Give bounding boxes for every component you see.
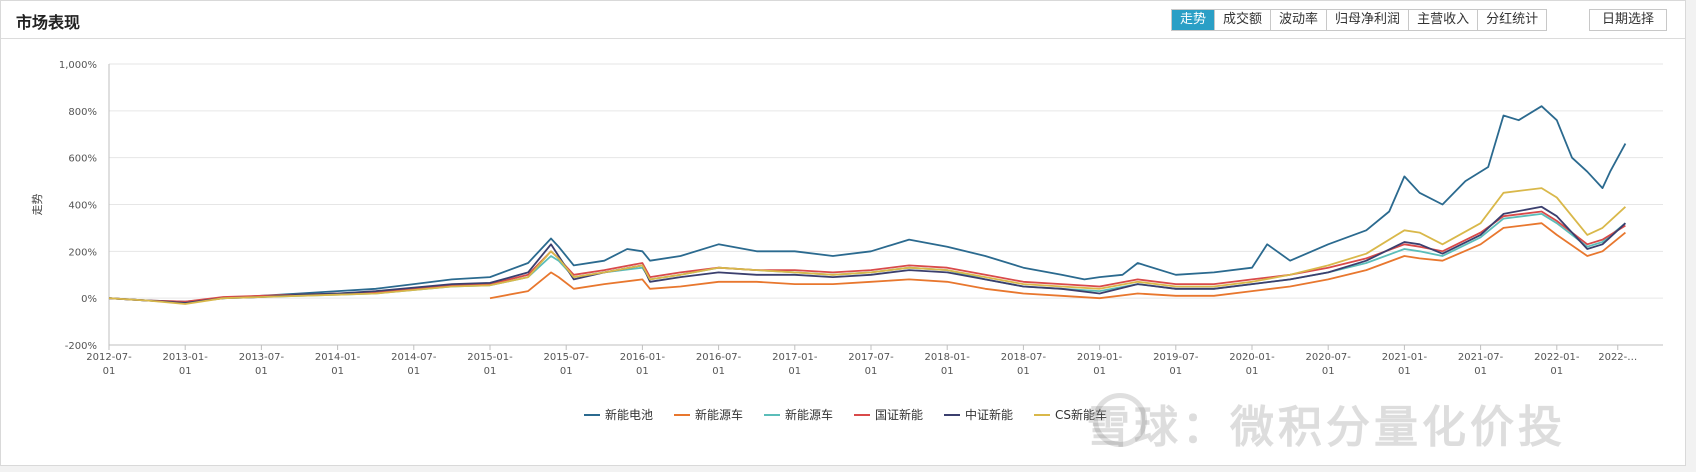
x-tick-label: 2021-07- xyxy=(1458,352,1504,363)
x-tick-label: 2021-01- xyxy=(1382,352,1428,363)
trend-chart: -200% 0% 200% 400% 600% 800% 1,000% 走势 2012-07- 0… xyxy=(31,60,1663,422)
panel-header: 市场表现 走势 成交额 波动率 归母净利润 主营收入 分红统计 日期选择 xyxy=(1,1,1685,39)
x-tick-label-line2: 01 xyxy=(1322,366,1335,377)
x-tick-label-line2: 01 xyxy=(1017,366,1030,377)
x-tick-label-line2: 01 xyxy=(484,366,497,377)
y-tick-label: 0% xyxy=(81,294,97,305)
tab-dividend[interactable]: 分红统计 xyxy=(1477,10,1547,30)
x-tick-label: 2013-01- xyxy=(163,352,209,363)
x-tick-label: 2014-01- xyxy=(315,352,361,363)
legend-label-1: 新能源车 xyxy=(695,407,743,422)
x-tick-label: 2012-07- xyxy=(86,352,132,363)
y-axis-label: 走势 xyxy=(31,194,44,216)
x-tick-label: 2017-01- xyxy=(772,352,818,363)
x-tick-label-line2: 01 xyxy=(636,366,649,377)
series-line-1 xyxy=(489,222,1626,300)
x-tick-label: 2016-07- xyxy=(696,352,742,363)
x-tick-label-line2: 01 xyxy=(1398,366,1411,377)
metric-tabs: 走势 成交额 波动率 归母净利润 主营收入 分红统计 xyxy=(1171,9,1548,31)
x-tick-label-line2: 01 xyxy=(560,366,573,377)
x-tick-label-line2: 01 xyxy=(331,366,344,377)
series-line-0 xyxy=(108,105,1627,303)
legend-label-4: 中证新能 xyxy=(965,407,1013,422)
watermark: 雪球：微积分量化价投 xyxy=(1086,402,1566,453)
x-tick-label: 2020-07- xyxy=(1306,352,1352,363)
x-tick-label-line2: 01 xyxy=(941,366,954,377)
series-line-3 xyxy=(108,210,1626,303)
x-tick-label-line2: 01 xyxy=(1246,366,1259,377)
watermark-logo-icon xyxy=(1093,393,1147,447)
y-tick-label: -200% xyxy=(65,341,97,352)
series-line-4 xyxy=(108,205,1627,304)
legend-label-3: 国证新能 xyxy=(875,407,923,422)
tab-revenue[interactable]: 主营收入 xyxy=(1408,10,1478,30)
x-tick-label-line2: 01 xyxy=(788,366,801,377)
x-tick-label: 2016-01- xyxy=(620,352,666,363)
date-select-button[interactable]: 日期选择 xyxy=(1589,9,1668,31)
tab-volatility[interactable]: 波动率 xyxy=(1270,10,1327,30)
x-tick-label: 2022-01- xyxy=(1534,352,1580,363)
legend-label-2: 新能源车 xyxy=(785,407,833,422)
panel-title: 市场表现 xyxy=(16,13,81,32)
x-tick-label: 2018-01- xyxy=(925,352,971,363)
x-tick-label: 2020-01- xyxy=(1229,352,1275,363)
x-tick-label: 2015-07- xyxy=(544,352,590,363)
x-tick-label: 2019-07- xyxy=(1153,352,1199,363)
x-tick-label: 2014-07- xyxy=(391,352,437,363)
x-tick-label: 2013-07- xyxy=(239,352,285,363)
x-tick-label-line2: 01 xyxy=(255,366,268,377)
y-tick-label: 400% xyxy=(68,201,97,212)
x-tick-label-line2: 01 xyxy=(103,366,116,377)
y-tick-label: 600% xyxy=(68,154,97,165)
x-tick-label-line2: 01 xyxy=(407,366,420,377)
legend-label-0: 新能电池 xyxy=(605,407,653,422)
x-tick-label: 2017-07- xyxy=(848,352,894,363)
x-tick-label-line2: 01 xyxy=(1474,366,1487,377)
x-tick-label-line2: 01 xyxy=(1550,366,1563,377)
x-tick-label-line2: 01 xyxy=(179,366,192,377)
tab-trend[interactable]: 走势 xyxy=(1172,10,1215,30)
tab-net-profit[interactable]: 归母净利润 xyxy=(1326,10,1409,30)
series-line-5 xyxy=(108,187,1627,305)
x-tick-label-line2: 01 xyxy=(1169,366,1182,377)
tab-turnover[interactable]: 成交额 xyxy=(1214,10,1271,30)
y-tick-label: 800% xyxy=(68,107,97,118)
y-tick-label: 1,000% xyxy=(59,60,97,71)
x-tick-label: 2015-01- xyxy=(467,352,513,363)
x-tick-label-line2: 01 xyxy=(865,366,878,377)
x-tick-label-line2: 01 xyxy=(712,366,725,377)
x-tick-label-line2: 01 xyxy=(1093,366,1106,377)
x-tick-label: 2018-07- xyxy=(1001,352,1047,363)
x-tick-label: 2019-01- xyxy=(1077,352,1123,363)
x-tick-label: 2022-… xyxy=(1598,352,1637,363)
y-tick-label: 200% xyxy=(68,247,97,258)
